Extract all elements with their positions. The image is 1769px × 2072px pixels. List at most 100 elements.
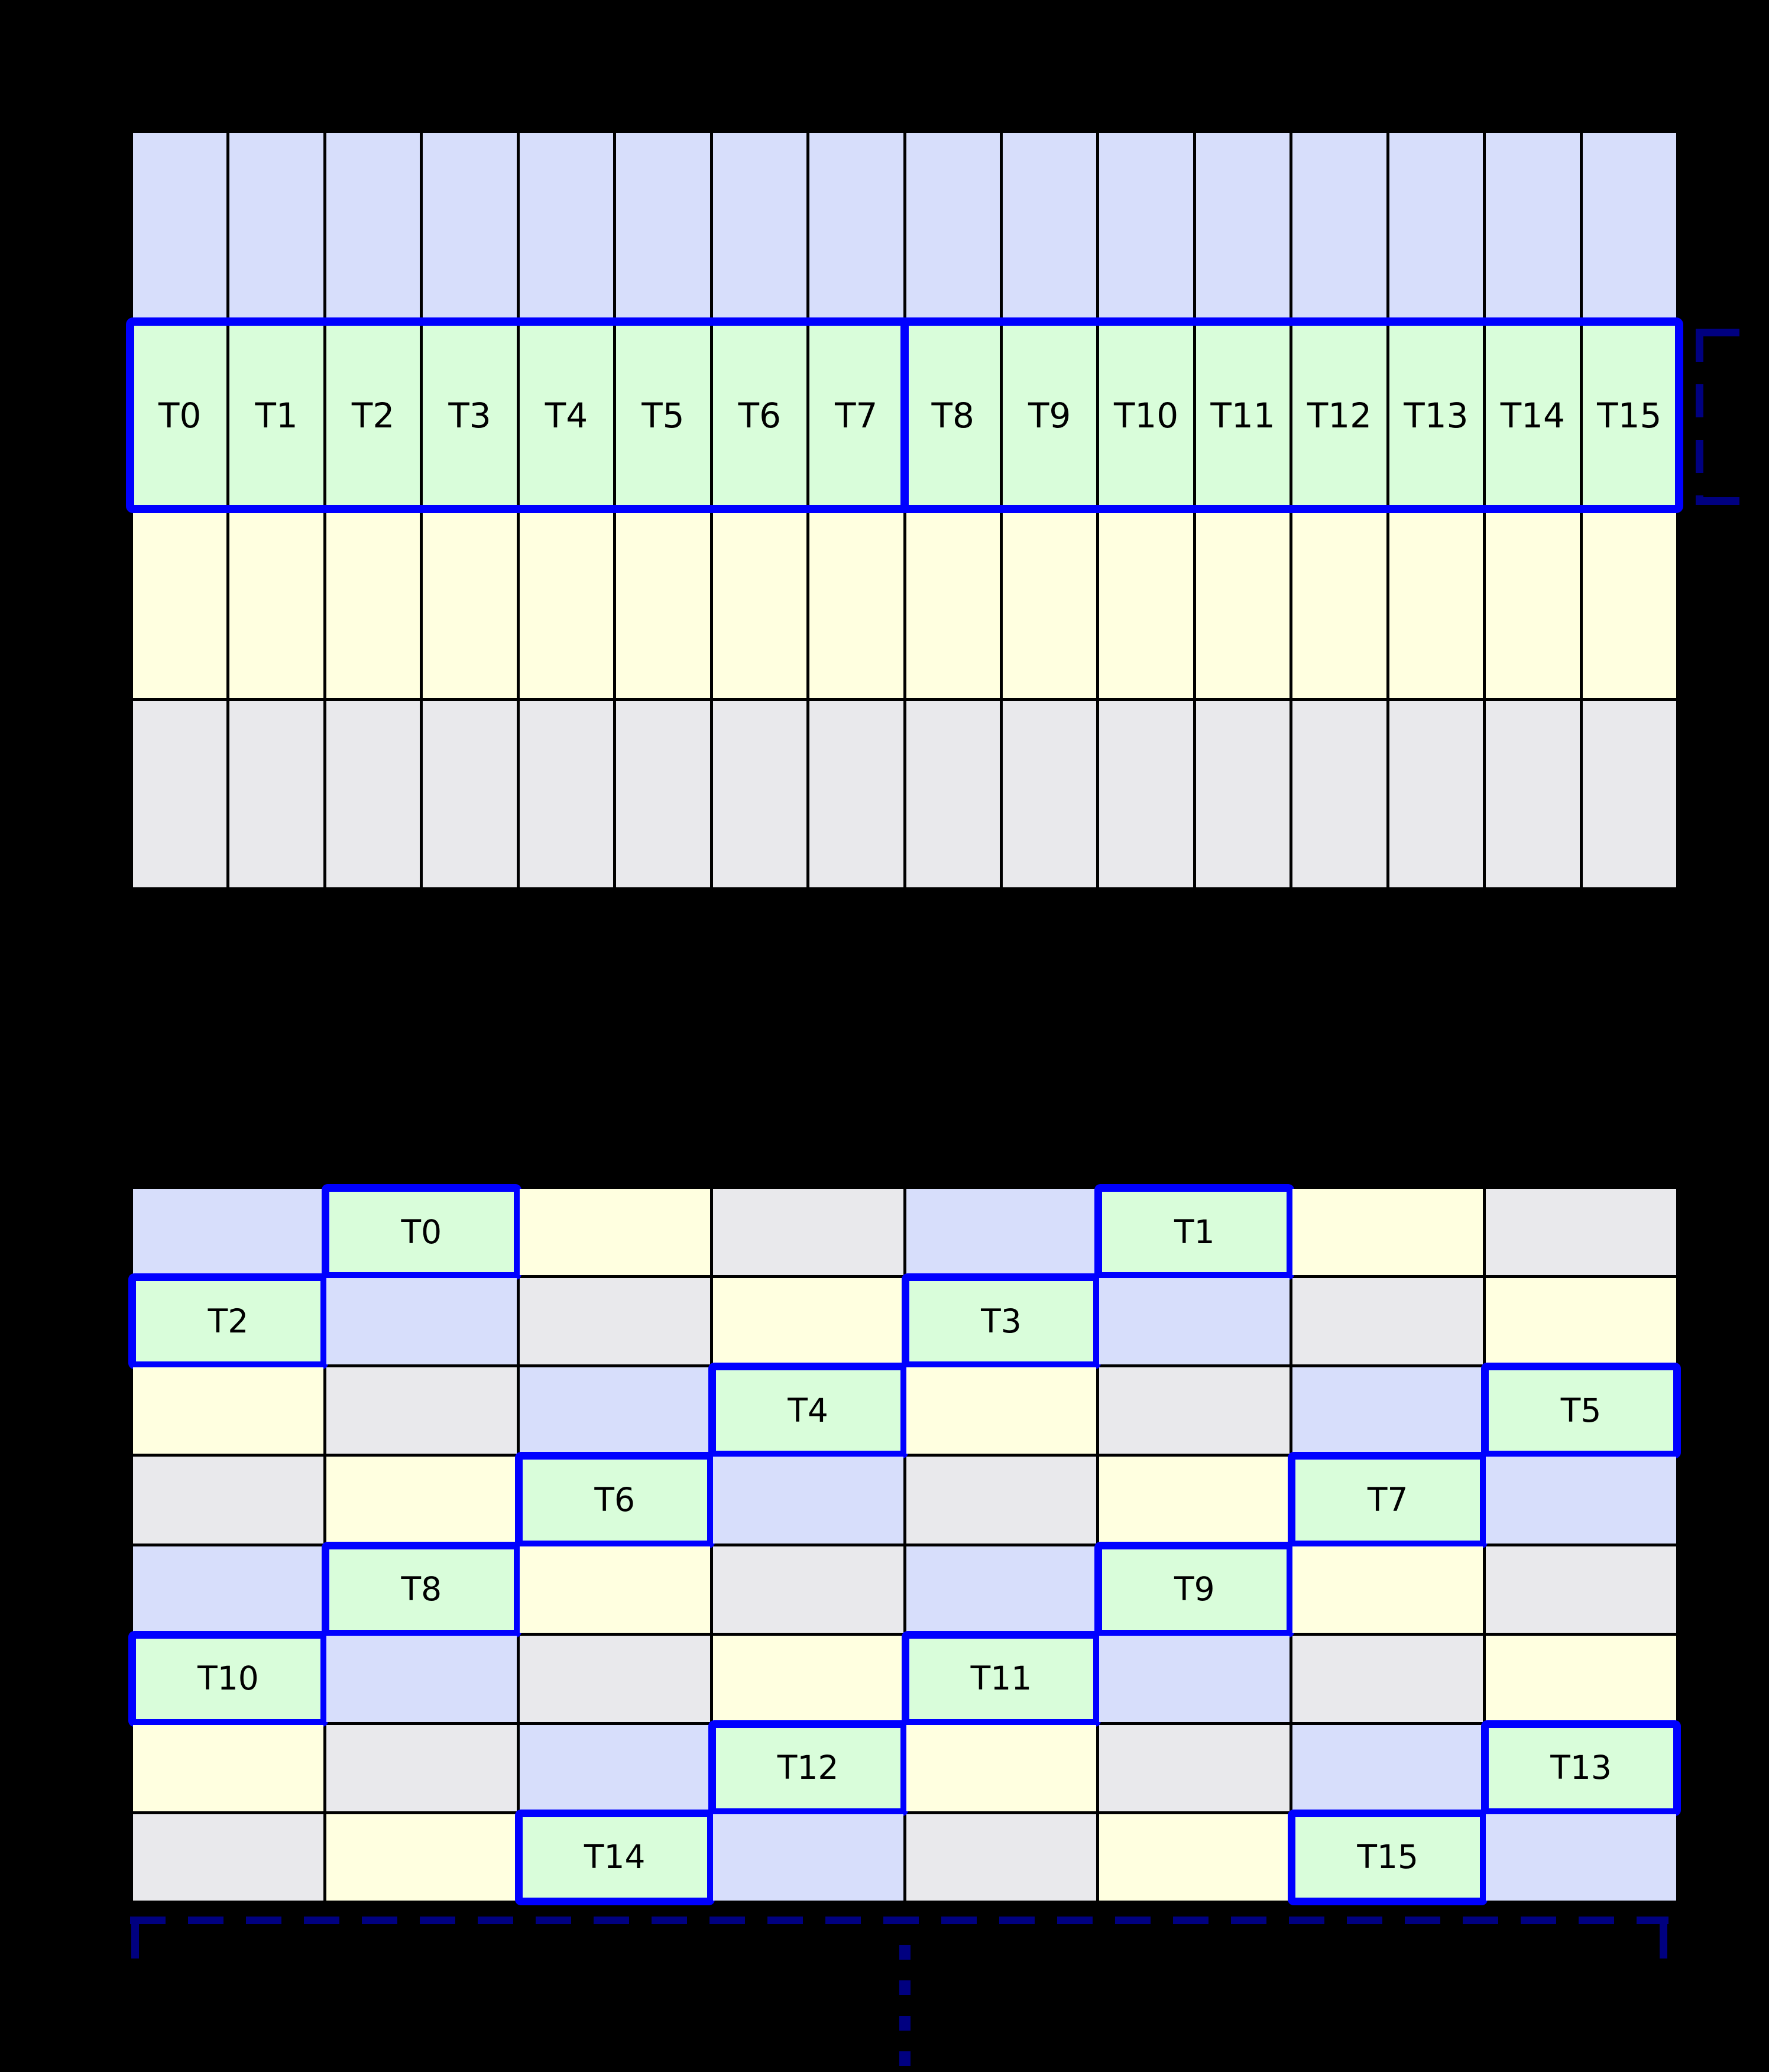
memory-cell — [906, 1189, 1097, 1276]
memory-cell — [519, 511, 614, 698]
memory-cell — [519, 1189, 710, 1276]
memory-cell — [1486, 133, 1580, 320]
thread-cell-t0: T0 — [133, 322, 227, 509]
memory-cell — [133, 1814, 323, 1901]
memory-cell — [519, 1724, 710, 1811]
memory-cell — [133, 701, 227, 887]
memory-cell — [616, 133, 710, 320]
memory-cell — [712, 511, 807, 698]
thread-cell-t13: T13 — [1389, 322, 1483, 509]
memory-cell — [1099, 701, 1193, 887]
memory-cell — [1292, 511, 1386, 698]
memory-cell — [1389, 133, 1483, 320]
memory-cell — [1292, 1367, 1483, 1454]
memory-grid-top: T0 T1 T2 T3 T4 T5 T6 T7 T8 T9 T10 T11 T12 T13 T14 T15 — [130, 130, 1679, 890]
memory-cell — [1486, 1278, 1676, 1365]
memory-cell — [1486, 1189, 1676, 1276]
memory-cell — [229, 701, 323, 887]
memory-cell — [712, 1814, 903, 1901]
memory-cell — [423, 511, 517, 698]
thread-cell-t1: T1 — [229, 322, 323, 509]
thread-cell-t11: T11 — [1195, 322, 1290, 509]
memory-cell — [1486, 1814, 1676, 1901]
thread-cell-t9: T9 — [1094, 1541, 1295, 1638]
continuation-ellipsis-dot — [899, 2016, 911, 2031]
memory-cell — [1002, 511, 1097, 698]
memory-cell — [229, 133, 323, 320]
memory-cell — [712, 133, 807, 320]
memory-cell — [809, 511, 903, 698]
memory-cell — [1195, 511, 1290, 698]
width-bracket-left-tick — [131, 1923, 139, 1958]
memory-cell — [133, 511, 227, 698]
memory-cell — [712, 1635, 903, 1722]
memory-cell — [906, 511, 1000, 698]
memory-cell — [809, 701, 903, 887]
thread-cell-t11: T11 — [901, 1630, 1101, 1727]
memory-cell — [906, 1814, 1097, 1901]
memory-cell — [1099, 1278, 1290, 1365]
memory-cell — [326, 1724, 517, 1811]
memory-cell — [519, 1635, 710, 1722]
memory-cell — [133, 133, 227, 320]
thread-cell-t2: T2 — [128, 1273, 328, 1370]
memory-cell — [1486, 511, 1580, 698]
thread-cell-t5: T5 — [616, 322, 710, 509]
continuation-ellipsis-dot — [899, 1980, 911, 1995]
thread-cell-t14: T14 — [514, 1809, 715, 1906]
memory-cell — [1582, 133, 1676, 320]
thread-cell-t3: T3 — [423, 322, 517, 509]
memory-cell — [1099, 1724, 1290, 1811]
memory-cell — [712, 1457, 903, 1544]
memory-grid-bottom: T0 T1 T2 T3 T4 T5 T6 T7 T8 T9 T10 T11 T12 T13 T14 T15 — [128, 1183, 1681, 1906]
thread-cell-t6: T6 — [514, 1452, 715, 1548]
thread-cell-t10: T10 — [1099, 322, 1193, 509]
memory-cell — [906, 133, 1000, 320]
thread-cell-t0: T0 — [321, 1183, 521, 1280]
memory-cell — [616, 511, 710, 698]
warp-bracket-bottom-dash — [1703, 497, 1739, 505]
thread-cell-t13: T13 — [1481, 1720, 1681, 1816]
memory-cell — [229, 511, 323, 698]
memory-cell — [133, 1457, 323, 1544]
width-bracket-right-tick — [1660, 1923, 1667, 1958]
thread-cell-t12: T12 — [1292, 322, 1386, 509]
thread-cell-t14: T14 — [1486, 322, 1580, 509]
thread-cell-t15: T15 — [1582, 322, 1676, 509]
thread-cell-t7: T7 — [1288, 1452, 1488, 1548]
memory-cell — [326, 701, 420, 887]
memory-cell — [906, 1724, 1097, 1811]
memory-cell — [133, 1367, 323, 1454]
memory-cell — [1195, 133, 1290, 320]
memory-cell — [906, 1546, 1097, 1633]
memory-cell — [1002, 701, 1097, 887]
memory-cell — [133, 1189, 323, 1276]
memory-cell — [519, 1278, 710, 1365]
memory-cell — [1099, 1367, 1290, 1454]
memory-cell — [1486, 701, 1580, 887]
memory-cell — [712, 1278, 903, 1365]
memory-cell — [1486, 1635, 1676, 1722]
thread-cell-t15: T15 — [1288, 1809, 1488, 1906]
memory-cell — [906, 701, 1000, 887]
memory-cell — [906, 1367, 1097, 1454]
memory-cell — [326, 1814, 517, 1901]
memory-cell — [712, 1189, 903, 1276]
memory-cell — [1292, 133, 1386, 320]
memory-cell — [1292, 1278, 1483, 1365]
memory-cell — [1099, 1814, 1290, 1901]
memory-cell — [1292, 701, 1386, 887]
memory-cell — [519, 1546, 710, 1633]
continuation-ellipsis-dot — [899, 2051, 911, 2066]
memory-cell — [326, 1457, 517, 1544]
memory-cell — [326, 1367, 517, 1454]
memory-cell — [712, 1546, 903, 1633]
memory-cell — [519, 701, 614, 887]
thread-cell-t7: T7 — [809, 322, 903, 509]
memory-cell — [326, 1278, 517, 1365]
memory-cell — [1099, 511, 1193, 698]
memory-cell — [1389, 701, 1483, 887]
thread-cell-t3: T3 — [901, 1273, 1101, 1370]
thread-cell-t2: T2 — [326, 322, 420, 509]
